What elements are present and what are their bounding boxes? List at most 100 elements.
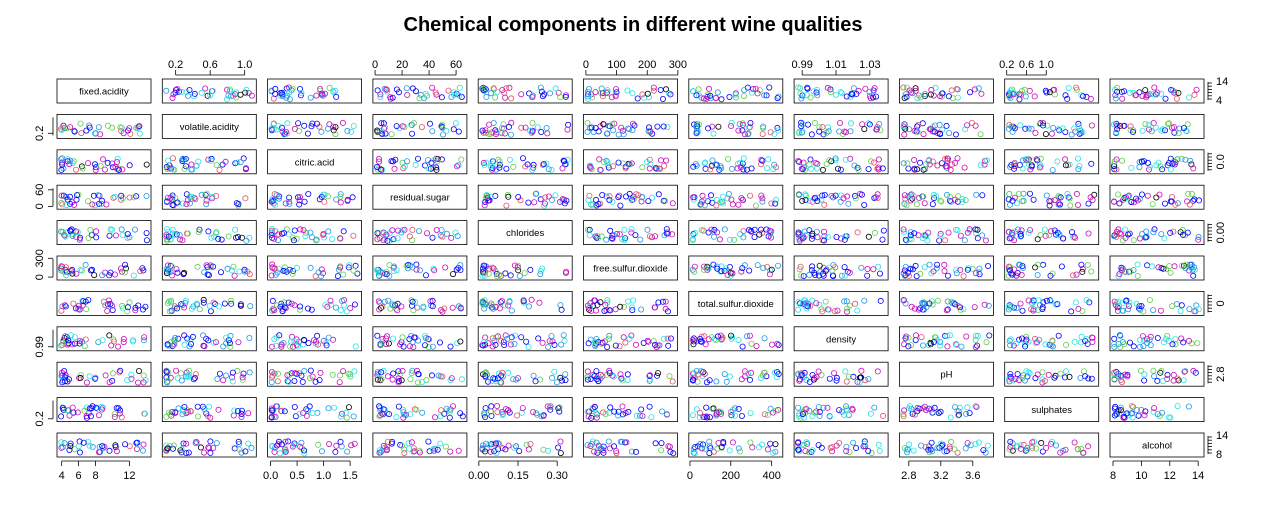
data-point (975, 439, 982, 446)
data-point (1053, 442, 1060, 449)
data-point (378, 369, 385, 376)
data-point (626, 335, 633, 342)
data-point (748, 369, 755, 376)
data-point (330, 88, 337, 95)
data-point (954, 155, 961, 162)
data-point (921, 200, 928, 207)
data-point (295, 338, 302, 345)
data-point (795, 439, 802, 446)
scatter-panel-pH-vs-residual.sugar (901, 191, 986, 209)
panel-frame-0-8 (899, 78, 994, 104)
data-point (74, 409, 81, 416)
data-point (690, 163, 697, 170)
data-point (979, 232, 986, 239)
data-point (343, 414, 350, 421)
data-point (194, 413, 201, 420)
data-point (701, 370, 708, 377)
data-point (538, 413, 545, 420)
data-point (715, 123, 722, 130)
data-point (510, 163, 517, 170)
data-point (1044, 122, 1051, 129)
data-point (712, 161, 719, 168)
data-point (922, 91, 929, 98)
data-point (843, 93, 850, 100)
data-point (655, 370, 662, 377)
data-point (923, 303, 930, 310)
panel-frame-2-10 (1109, 149, 1205, 175)
data-point (106, 447, 113, 454)
data-point (979, 192, 986, 199)
data-point (376, 413, 383, 420)
data-point (668, 335, 675, 342)
data-point (386, 261, 393, 268)
data-point (974, 226, 981, 233)
data-point (227, 297, 234, 304)
data-point (344, 448, 351, 455)
data-point (591, 403, 598, 410)
data-point (379, 303, 386, 310)
data-point (1075, 123, 1082, 130)
data-point (330, 89, 337, 96)
data-point (77, 449, 84, 456)
data-point (403, 262, 410, 269)
data-point (929, 448, 936, 455)
data-point (337, 191, 344, 198)
data-point (271, 265, 278, 272)
data-point (374, 376, 381, 383)
panel-frame-4-8 (899, 220, 994, 246)
data-point (1126, 89, 1133, 96)
data-point (605, 438, 612, 445)
data-point (319, 270, 326, 277)
data-point (194, 403, 201, 410)
data-point (499, 445, 506, 452)
data-point (917, 94, 924, 101)
data-point (729, 165, 736, 172)
data-point (503, 85, 510, 92)
data-point (529, 166, 536, 173)
data-point (192, 371, 199, 378)
data-point (712, 95, 719, 102)
scatter-panel-alcohol-vs-fixed.acidity (1112, 84, 1200, 102)
data-point (408, 121, 415, 128)
chart-title: Chemical components in different wine qu… (403, 14, 863, 36)
data-point (64, 196, 71, 203)
data-point (87, 267, 94, 274)
data-point (696, 409, 703, 416)
data-point (824, 404, 831, 411)
data-point (734, 165, 741, 172)
data-point (321, 198, 328, 205)
data-point (205, 337, 212, 344)
data-point (976, 265, 983, 272)
data-point (77, 374, 84, 381)
data-point (802, 232, 809, 239)
data-point (502, 94, 509, 101)
data-point (456, 92, 463, 99)
data-point (1136, 164, 1143, 171)
data-point (505, 407, 512, 414)
data-point (501, 341, 508, 348)
data-point (1150, 307, 1157, 314)
data-point (481, 409, 488, 416)
data-point (1017, 442, 1024, 449)
data-point (281, 264, 288, 271)
data-point (522, 124, 529, 131)
data-point (952, 226, 959, 233)
data-point (502, 446, 509, 453)
panel-frame-10-0 (56, 432, 152, 458)
data-point (1062, 92, 1069, 99)
data-point (499, 87, 506, 94)
scatter-panel-density-vs-citric.acid (795, 155, 886, 173)
data-point (964, 229, 971, 236)
data-point (331, 404, 338, 411)
scatter-panel-fixed.acidity-vs-pH (58, 367, 149, 386)
scatter-panel-density-vs-alcohol (795, 438, 883, 456)
data-point (770, 449, 777, 456)
data-point (961, 237, 968, 244)
data-point (58, 156, 65, 163)
data-point (271, 307, 278, 314)
data-point (726, 373, 733, 380)
data-point (62, 378, 69, 385)
data-point (1072, 299, 1079, 306)
data-point (1130, 237, 1137, 244)
data-point (669, 378, 676, 385)
